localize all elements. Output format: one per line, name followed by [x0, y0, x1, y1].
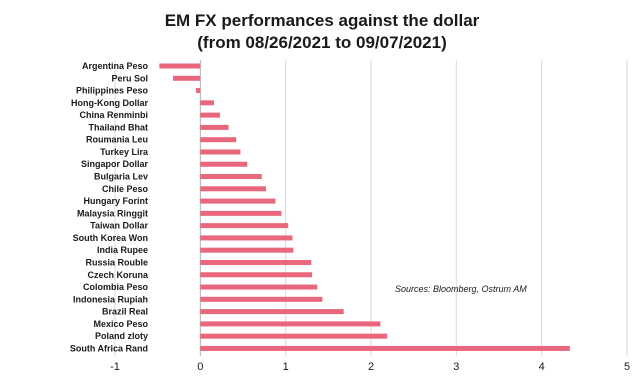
bar	[200, 309, 344, 315]
category-label: Russia Rouble	[85, 257, 148, 267]
bar	[200, 174, 262, 180]
x-tick-labels: -1 0 1 2 3 4 5	[110, 361, 630, 373]
x-tick-label: 3	[453, 361, 459, 373]
bar	[200, 198, 276, 204]
category-labels: Argentina Peso Peru Sol Philippines Peso Ho…	[70, 61, 149, 353]
category-label: Roumania Leu	[86, 135, 148, 145]
bar	[200, 100, 214, 106]
chart-subtitle: (from 08/26/2021 to 09/07/2021)	[197, 33, 446, 52]
bar	[200, 333, 388, 339]
bar	[200, 321, 381, 327]
bar	[200, 210, 282, 216]
bar	[196, 88, 201, 94]
source-note: Sources: Bloomberg, Ostrum AM	[395, 284, 527, 294]
x-tick-label: -1	[110, 361, 120, 373]
category-label: Singapor Dollar	[81, 159, 149, 169]
bar	[200, 259, 312, 265]
category-label: Czech Koruna	[87, 270, 149, 280]
bar	[159, 63, 201, 69]
category-label: South Africa Rand	[70, 343, 148, 353]
category-label: Indonesia Rupiah	[73, 294, 148, 304]
category-label: Hungary Forint	[84, 196, 149, 206]
category-label: Thailand Bhat	[88, 122, 148, 132]
bar	[200, 296, 323, 302]
category-label: South Korea Won	[73, 233, 148, 243]
bar	[200, 186, 267, 192]
x-tick-label: 5	[624, 361, 630, 373]
bar	[200, 124, 229, 130]
x-tick-label: 4	[539, 361, 545, 373]
bar	[200, 161, 248, 167]
x-tick-label: 0	[197, 361, 203, 373]
bar	[200, 235, 293, 241]
category-label: India Rupee	[97, 245, 148, 255]
category-label: Colombia Peso	[83, 282, 149, 292]
chart-title: EM FX performances against the dollar	[165, 11, 480, 30]
category-label: China Renminbi	[79, 110, 148, 120]
category-label: Hong-Kong Dollar	[71, 98, 148, 108]
bar	[200, 137, 237, 143]
bar	[200, 272, 313, 278]
bar	[200, 284, 318, 290]
category-label: Turkey Lira	[100, 147, 149, 157]
bars	[159, 63, 570, 351]
bar	[200, 247, 294, 253]
x-tick-label: 2	[368, 361, 374, 373]
category-label: Taiwan Dollar	[90, 221, 148, 231]
bar	[173, 75, 201, 81]
category-label: Mexico Peso	[93, 319, 148, 329]
category-label: Argentina Peso	[82, 61, 149, 71]
category-label: Malaysia Ringgit	[77, 208, 148, 218]
x-tick-label: 1	[283, 361, 289, 373]
category-label: Brazil Real	[102, 307, 148, 317]
category-label: Chile Peso	[102, 184, 149, 194]
category-label: Bulgaria Lev	[94, 172, 148, 182]
category-label: Poland zloty	[95, 331, 148, 341]
bar	[200, 345, 570, 351]
bar	[200, 149, 241, 155]
category-label: Philippines Peso	[76, 86, 149, 96]
category-label: Peru Sol	[111, 73, 148, 83]
gridlines	[114, 60, 628, 356]
bar	[200, 112, 220, 118]
bar	[200, 223, 289, 229]
